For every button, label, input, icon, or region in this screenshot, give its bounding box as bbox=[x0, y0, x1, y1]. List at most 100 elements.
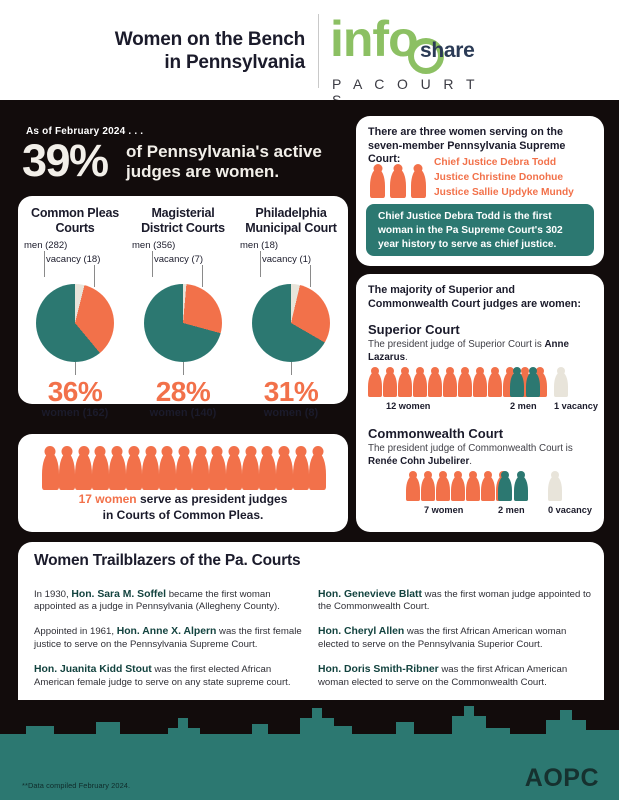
header-divider bbox=[318, 14, 319, 88]
superior-sub-post: . bbox=[405, 351, 408, 363]
appellate-heading: The majority of Superior and Commonwealt… bbox=[368, 284, 581, 310]
men-leader-line bbox=[152, 250, 153, 277]
trailblazer-description: was the first woman judge appointed to t… bbox=[318, 588, 591, 613]
skyline-graphic bbox=[0, 700, 619, 734]
vacancy-leader-line bbox=[310, 264, 311, 287]
judge-figure-icon bbox=[108, 446, 126, 490]
judge-figure-icon bbox=[526, 367, 540, 398]
judge-figure-icon bbox=[481, 471, 495, 502]
men-leader-line bbox=[260, 250, 261, 277]
trailblazer-item: Hon. Genevieve Blatt was the first woman… bbox=[318, 588, 593, 615]
headline-stat-text: of Pennsylvania's active judges are wome… bbox=[126, 142, 322, 182]
appellate-courts-card: The majority of Superior and Commonwealt… bbox=[356, 274, 604, 532]
president-judges-card: 17 women serve as president judges in Co… bbox=[18, 434, 348, 532]
judge-figure-icon bbox=[398, 367, 412, 398]
judge-figure-icon bbox=[488, 367, 502, 398]
trailblazer-description: became the first woman appointed as a ju… bbox=[34, 588, 280, 613]
footnote: **Data compiled February 2024. bbox=[22, 781, 131, 790]
supreme-justice-name: Justice Sallie Updyke Mundy bbox=[434, 186, 574, 198]
superior-sub-pre: The president judge of Superior Court is bbox=[368, 339, 545, 350]
logo-info-text: info bbox=[330, 11, 419, 67]
trailblazer-item: Hon. Cheryl Allen was the first African … bbox=[318, 625, 593, 652]
judge-figure-icon bbox=[413, 367, 427, 398]
judge-figure-icon bbox=[383, 367, 397, 398]
judge-figure-icon bbox=[309, 446, 326, 490]
chief-justice-banner-text: Chief Justice Debra Todd is the first wo… bbox=[378, 211, 563, 250]
trailblazer-name: Hon. Juanita Kidd Stout bbox=[34, 663, 152, 675]
pictogram-caption: 1 vacancy bbox=[554, 401, 598, 412]
commonwealth-pictogram: 7 women 2 men 0 vacancy bbox=[368, 471, 596, 516]
pictogram-caption: 2 men bbox=[498, 505, 525, 516]
court-pie-labels: men (18) vacancy (1) bbox=[238, 239, 344, 287]
supreme-justice-names: Chief Justice Debra Todd Justice Christin… bbox=[434, 156, 600, 200]
judge-figure-icon bbox=[142, 446, 159, 490]
judge-figure-icon bbox=[42, 446, 59, 490]
trailblazer-description: was the first African American woman ele… bbox=[318, 626, 567, 650]
pictogram-caption: 0 vacancy bbox=[548, 505, 592, 516]
courts-pie-card: Common Pleas Courts men (282) vacancy (1… bbox=[18, 196, 348, 419]
judge-figure-icon bbox=[292, 446, 310, 490]
court-pie-labels: men (356) vacancy (7) bbox=[130, 239, 236, 287]
superior-court-block: Superior Court The president judge of Su… bbox=[368, 322, 598, 412]
judge-figure-icon bbox=[175, 446, 193, 490]
pie-stem-line bbox=[291, 361, 292, 375]
vacancy-label: vacancy (7) bbox=[154, 253, 204, 265]
page-title: Women on the Bench in Pennsylvania bbox=[60, 28, 305, 74]
president-judges-text: 17 women serve as president judges in Co… bbox=[32, 492, 334, 523]
pictogram-group bbox=[406, 471, 511, 502]
trailblazer-item: In 1930, Hon. Sara M. Soffel became the … bbox=[34, 588, 309, 615]
judge-figure-icon bbox=[451, 471, 465, 502]
trailblazer-name: Hon. Anne X. Alpern bbox=[116, 626, 217, 638]
judge-figure-icon bbox=[158, 446, 176, 490]
judge-figure-icon bbox=[428, 367, 442, 398]
judge-figure-icon bbox=[548, 471, 562, 502]
court-column-philadelphia: Philadelphia Municipal Court men (18) va… bbox=[238, 206, 344, 419]
judge-figure-icon bbox=[275, 446, 293, 490]
chief-justice-banner: Chief Justice Debra Todd is the first wo… bbox=[366, 204, 594, 256]
pictogram-caption: 2 men bbox=[510, 401, 537, 412]
judge-figure-icon bbox=[421, 471, 435, 502]
women-percent: 31% bbox=[263, 375, 319, 407]
judge-figure-icon bbox=[510, 367, 524, 398]
commonwealth-sub-post: . bbox=[469, 455, 472, 467]
men-label: men (18) bbox=[240, 239, 279, 251]
judge-figure-icon bbox=[370, 164, 386, 198]
pictogram-group bbox=[510, 367, 542, 398]
judge-figure-icon bbox=[406, 471, 420, 502]
trailblazer-description: was the first elected African American f… bbox=[34, 663, 291, 688]
judge-figure-icon bbox=[259, 446, 276, 490]
headline-percent: 39% bbox=[22, 135, 109, 186]
men-label: men (356) bbox=[132, 239, 176, 251]
court-title: Common Pleas Courts bbox=[31, 206, 119, 235]
president-judges-rest: serve as president judges bbox=[136, 492, 288, 506]
women-percent: 28% bbox=[155, 375, 211, 407]
as-of-date: As of February 2024 . . . bbox=[26, 126, 144, 137]
pictogram-caption: 7 women bbox=[424, 505, 464, 516]
court-pie-labels: men (282) vacancy (18) bbox=[22, 239, 128, 287]
pie-stem-line bbox=[75, 361, 76, 375]
men-leader-line bbox=[44, 250, 45, 277]
judge-figure-icon bbox=[390, 164, 406, 198]
trailblazer-item: Appointed in 1961, Hon. Anne X. Alpern w… bbox=[34, 625, 309, 652]
pie-stem-line bbox=[183, 361, 184, 375]
vacancy-label: vacancy (1) bbox=[262, 253, 312, 265]
trailblazer-prefix: Appointed in 1961, bbox=[34, 626, 117, 638]
president-judges-line2: in Courts of Common Pleas. bbox=[102, 507, 264, 522]
men-label: men (282) bbox=[24, 239, 68, 251]
judge-figure-icon bbox=[242, 446, 260, 490]
judge-figure-icon bbox=[410, 164, 426, 198]
judge-figure-icon bbox=[225, 446, 243, 490]
judge-figure-icon bbox=[209, 446, 226, 490]
commonwealth-sub-pre: The president judge of Commonwealth Cour… bbox=[368, 443, 573, 454]
commonwealth-president-judge: The president judge of Commonwealth Cour… bbox=[368, 443, 596, 468]
court-column-magisterial: Magisterial District Courts men (356) va… bbox=[130, 206, 236, 419]
president-judges-count: 17 women bbox=[78, 492, 137, 506]
judge-figure-icon bbox=[498, 471, 512, 502]
superior-president-judge-name: Anne Lazarus bbox=[368, 339, 569, 363]
trailblazer-name: Hon. Sara M. Soffel bbox=[71, 588, 167, 600]
vacancy-leader-line bbox=[94, 264, 95, 287]
trailblazer-name: Hon. Cheryl Allen bbox=[318, 626, 405, 638]
judge-figure-icon bbox=[458, 367, 472, 398]
president-judges-pictogram bbox=[42, 442, 326, 490]
